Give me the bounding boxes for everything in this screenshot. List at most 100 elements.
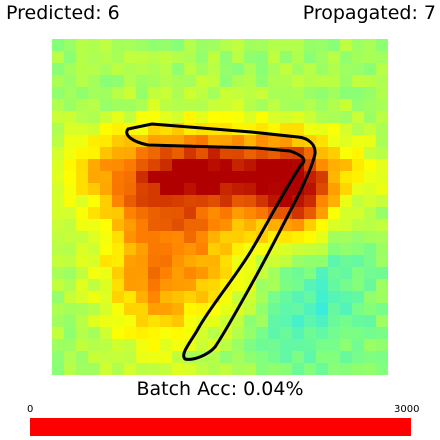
heatmap-cell [136, 159, 149, 172]
heatmap-cell [328, 147, 341, 160]
heatmap-cell [352, 51, 365, 64]
heatmap-cell [196, 183, 209, 196]
heatmap-cell [244, 231, 257, 244]
heatmap-cell [304, 63, 317, 76]
heatmap-cell [100, 243, 113, 256]
heatmap-cell [52, 111, 65, 124]
heatmap-cell [292, 75, 305, 88]
heatmap-cell [220, 243, 233, 256]
heatmap-cell [304, 291, 317, 304]
heatmap-cell [232, 63, 245, 76]
heatmap-cell [76, 243, 89, 256]
heatmap-cell [88, 123, 101, 136]
heatmap-cell [64, 135, 77, 148]
heatmap-cell [208, 315, 221, 328]
heatmap-cell [124, 63, 137, 76]
heatmap-cell [112, 75, 125, 88]
heatmap-cell [292, 267, 305, 280]
heatmap-cell [160, 207, 173, 220]
heatmap-cell [124, 279, 137, 292]
heatmap-cell [376, 183, 388, 196]
heatmap-cell [304, 87, 317, 100]
heatmap-cell [136, 63, 149, 76]
heatmap-cell [184, 147, 197, 160]
heatmap-cell [280, 159, 293, 172]
heatmap-cell [160, 255, 173, 268]
heatmap-cell [268, 171, 281, 184]
heatmap-cell [364, 183, 377, 196]
heatmap-cell [184, 99, 197, 112]
heatmap-cell [64, 339, 77, 352]
heatmap-cell [208, 159, 221, 172]
heatmap-cell [208, 327, 221, 340]
heatmap-cell [100, 195, 113, 208]
heatmap-cell [316, 111, 329, 124]
heatmap-cell [376, 171, 388, 184]
heatmap-cell [76, 279, 89, 292]
heatmap-cell [256, 315, 269, 328]
heatmap-cell [124, 147, 137, 160]
heatmap-cell [124, 159, 137, 172]
heatmap-cell [184, 39, 197, 52]
heatmap-cell [124, 303, 137, 316]
heatmap-cell [112, 123, 125, 136]
heatmap-cell [64, 279, 77, 292]
heatmap-cell [172, 195, 185, 208]
heatmap-cell [220, 159, 233, 172]
heatmap-cell [208, 219, 221, 232]
heatmap-cell [184, 171, 197, 184]
heatmap-cell [76, 231, 89, 244]
heatmap-cell [172, 291, 185, 304]
heatmap-cell [100, 291, 113, 304]
heatmap-cell [232, 135, 245, 148]
heatmap-cell [244, 351, 257, 364]
heatmap-cell [76, 147, 89, 160]
heatmap-cell [148, 315, 161, 328]
heatmap-cell [52, 291, 65, 304]
heatmap-cell [196, 291, 209, 304]
heatmap-cell [52, 159, 65, 172]
heatmap-cell [304, 111, 317, 124]
heatmap-cell [232, 75, 245, 88]
heatmap-cell [376, 219, 388, 232]
heatmap-cell [316, 219, 329, 232]
heatmap-cell [136, 267, 149, 280]
heatmap-cell [148, 303, 161, 316]
heatmap-cell [256, 135, 269, 148]
heatmap-cell [352, 339, 365, 352]
heatmap-cell [88, 243, 101, 256]
heatmap-cell [184, 195, 197, 208]
heatmap-cell [100, 327, 113, 340]
heatmap-cell [196, 339, 209, 352]
heatmap-cell [124, 195, 137, 208]
heatmap-cell [136, 279, 149, 292]
heatmap-cell [364, 243, 377, 256]
heatmap-cell [292, 279, 305, 292]
heatmap-cell [364, 207, 377, 220]
heatmap-cell [304, 339, 317, 352]
heatmap-cell [244, 63, 257, 76]
heatmap-cell [184, 111, 197, 124]
heatmap-cell [316, 243, 329, 256]
heatmap-cell [52, 63, 65, 76]
heatmap-cell [256, 159, 269, 172]
heatmap-cell [328, 219, 341, 232]
heatmap-cell [76, 183, 89, 196]
heatmap-cell [208, 147, 221, 160]
heatmap-cell [280, 63, 293, 76]
heatmap-cell [124, 99, 137, 112]
heatmap-cell [304, 123, 317, 136]
heatmap-cell [352, 303, 365, 316]
heatmap-cell [376, 51, 388, 64]
heatmap-cell [352, 267, 365, 280]
heatmap-cell [340, 135, 353, 148]
heatmap-cell [352, 99, 365, 112]
heatmap-cell [280, 363, 293, 375]
attribution-heatmap [52, 39, 388, 375]
heatmap-cell [196, 63, 209, 76]
heatmap-cell [328, 159, 341, 172]
heatmap-cell [100, 135, 113, 148]
heatmap-cell [76, 171, 89, 184]
heatmap-cell [364, 363, 377, 375]
heatmap-cell [88, 327, 101, 340]
